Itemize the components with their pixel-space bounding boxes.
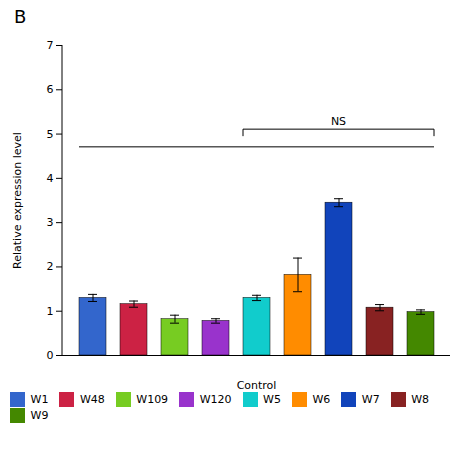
html-text:W9: W9 (30, 409, 49, 423)
svg-text:NS: NS (331, 115, 346, 128)
html-text:W5: W5 (263, 392, 281, 406)
html-text:B: B (14, 6, 27, 27)
svg-text:2: 2 (47, 260, 54, 273)
html-text:W109: W109 (136, 392, 169, 406)
html-text:W1: W1 (30, 392, 49, 406)
svg-text:0: 0 (47, 349, 54, 362)
html-text:W120: W120 (199, 392, 232, 406)
html-text:W8: W8 (411, 392, 429, 406)
svg-text:4: 4 (47, 172, 54, 185)
html-text:W7: W7 (361, 392, 380, 406)
svg-text:Control: Control (237, 379, 277, 392)
html-text:W6: W6 (312, 392, 331, 406)
svg-text:5: 5 (47, 128, 54, 141)
html-text:W48: W48 (79, 392, 105, 406)
svg-text:Relative expression level: Relative expression level (11, 132, 24, 269)
svg-text:3: 3 (47, 216, 54, 229)
svg-text:1: 1 (47, 305, 54, 318)
svg-text:6: 6 (47, 83, 54, 96)
svg-text:7: 7 (47, 39, 54, 52)
